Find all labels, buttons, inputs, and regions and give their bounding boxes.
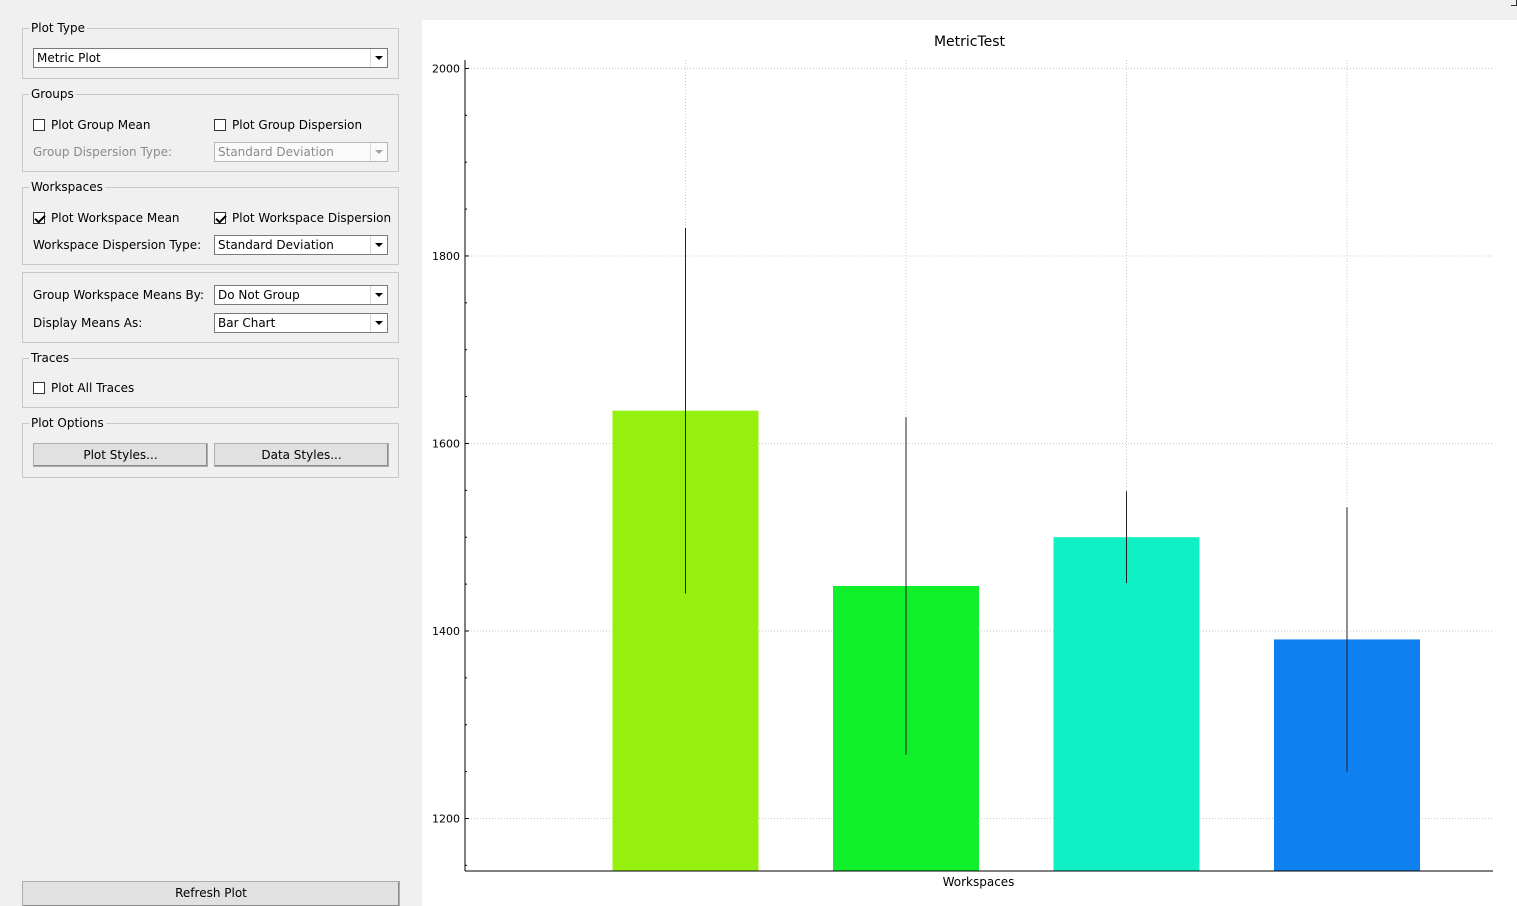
chevron-down-icon: [370, 49, 387, 67]
means-group: Group Workspace Means By: Do Not Group D…: [22, 272, 399, 343]
plot-area[interactable]: MetricTest 1200 1400 1600 1800 2000 Workspac…: [422, 20, 1517, 906]
y-tick-label: 2000: [432, 62, 460, 75]
display-means-as-combo[interactable]: Bar Chart: [214, 313, 388, 333]
y-tick-label: 1200: [432, 812, 460, 825]
y-tick-label: 1600: [432, 437, 460, 450]
group-means-by-label: Group Workspace Means By:: [33, 288, 205, 302]
plot-options-group: Plot Options Plot Styles... Data Styles.…: [22, 415, 399, 478]
plot-all-traces-label: Plot All Traces: [51, 381, 135, 395]
corner-grip-icon: [1511, 0, 1517, 6]
group-means-by-value: Do Not Group: [218, 288, 300, 302]
workspace-dispersion-type-combo[interactable]: Standard Deviation: [214, 235, 388, 255]
plot-options-title: Plot Options: [29, 415, 106, 431]
groups-group: Groups Plot Group Mean Plot Group Disper…: [22, 86, 399, 172]
plot-type-group: Plot Type Metric Plot: [22, 20, 399, 79]
group-dispersion-type-value: Standard Deviation: [218, 145, 334, 159]
checkbox-box[interactable]: [214, 212, 226, 224]
plot-workspace-mean-checkbox[interactable]: Plot Workspace Mean: [33, 209, 180, 227]
groups-title: Groups: [29, 86, 76, 102]
chevron-down-icon: [370, 286, 387, 304]
plot-group-mean-checkbox[interactable]: Plot Group Mean: [33, 116, 150, 134]
plot-styles-button[interactable]: Plot Styles...: [33, 443, 208, 467]
refresh-plot-button[interactable]: Refresh Plot: [22, 881, 400, 906]
chevron-down-icon: [370, 143, 387, 161]
workspace-dispersion-type-value: Standard Deviation: [218, 238, 334, 252]
checkbox-box[interactable]: [33, 382, 45, 394]
workspace-dispersion-type-label: Workspace Dispersion Type:: [33, 238, 202, 252]
plot-group-dispersion-label: Plot Group Dispersion: [232, 118, 363, 132]
plot-workspace-dispersion-checkbox[interactable]: Plot Workspace Dispersion: [214, 209, 391, 227]
checkbox-box[interactable]: [214, 119, 226, 131]
bar-chart: 1200 1400 1600 1800 2000: [432, 60, 1493, 872]
group-means-by-combo[interactable]: Do Not Group: [214, 285, 388, 305]
plot-all-traces-checkbox[interactable]: Plot All Traces: [33, 379, 134, 397]
checkbox-box[interactable]: [33, 212, 45, 224]
display-means-as-label: Display Means As:: [33, 316, 143, 330]
y-tick-label: 1800: [432, 250, 460, 263]
plot-group-mean-label: Plot Group Mean: [51, 118, 151, 132]
plot-type-value: Metric Plot: [37, 51, 101, 65]
plot-type-combo[interactable]: Metric Plot: [33, 48, 388, 68]
workspaces-title: Workspaces: [29, 179, 105, 195]
data-styles-button[interactable]: Data Styles...: [214, 443, 389, 467]
y-tick-label: 1400: [432, 625, 460, 638]
x-axis-label: Workspaces: [942, 875, 1015, 889]
chart-title: MetricTest: [933, 34, 1006, 50]
chevron-down-icon: [370, 236, 387, 254]
checkbox-box[interactable]: [33, 119, 45, 131]
plot-group-dispersion-checkbox[interactable]: Plot Group Dispersion: [214, 116, 362, 134]
plot-workspace-mean-label: Plot Workspace Mean: [51, 211, 180, 225]
plot-workspace-dispersion-label: Plot Workspace Dispersion: [232, 211, 392, 225]
traces-group: Traces Plot All Traces: [22, 350, 399, 408]
display-means-as-value: Bar Chart: [218, 316, 276, 330]
bar-3: [1053, 537, 1200, 871]
workspaces-group: Workspaces Plot Workspace Mean Plot Work…: [22, 179, 399, 265]
chevron-down-icon: [370, 314, 387, 332]
traces-title: Traces: [29, 350, 72, 366]
plot-type-title: Plot Type: [29, 20, 87, 36]
group-dispersion-type-combo[interactable]: Standard Deviation: [214, 142, 388, 162]
group-dispersion-type-label: Group Dispersion Type:: [33, 145, 173, 159]
